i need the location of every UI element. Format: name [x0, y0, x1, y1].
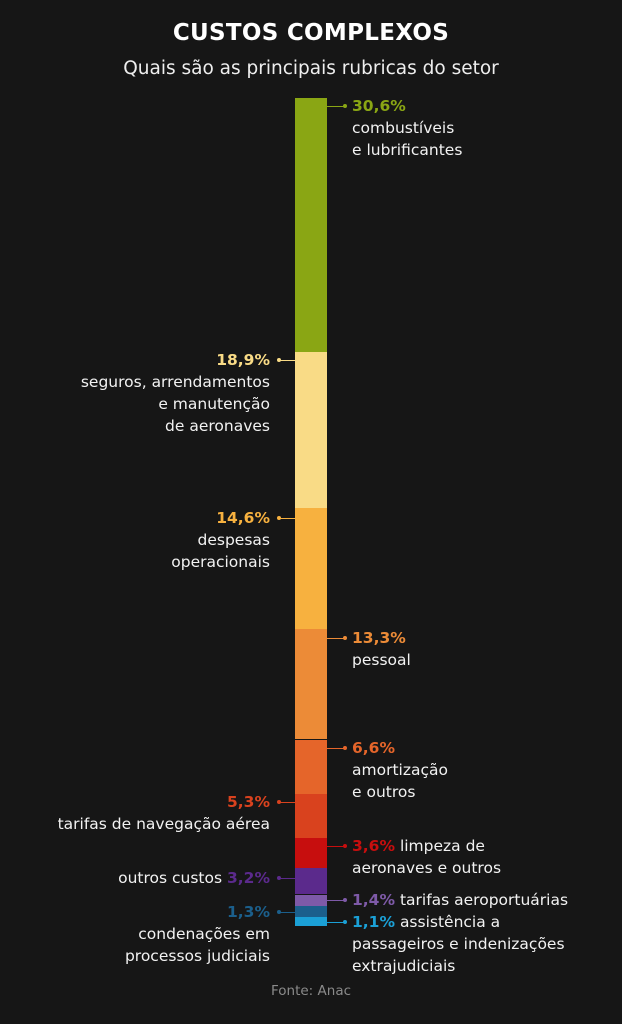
- category-label: tarifas aeroportuárias: [399, 891, 569, 909]
- category-label: aeronaves e outros: [352, 859, 502, 877]
- value-label: 3,6%: [352, 837, 395, 855]
- bar-segment: [295, 508, 327, 630]
- connector-line: [277, 910, 295, 914]
- category-label: e manutenção: [158, 395, 270, 413]
- segment-label: 13,3% pessoal: [352, 627, 411, 671]
- category-label: tarifas de navegação aérea: [57, 815, 270, 833]
- connector-line: [327, 844, 347, 848]
- category-label: amortização: [352, 761, 448, 779]
- segment-label: 1,3% condenações em processos judiciais: [125, 901, 270, 967]
- connector-line: [277, 358, 295, 362]
- category-label: extrajudiciais: [352, 957, 456, 975]
- category-label: de aeronaves: [165, 417, 270, 435]
- category-label: operacionais: [171, 553, 270, 571]
- category-label: passageiros e indenizações: [352, 935, 565, 953]
- segment-label: 18,9% seguros, arrendamentos e manutenção d…: [81, 349, 270, 437]
- segment-label: 6,6% amortização e outros: [352, 737, 448, 803]
- category-label: outros custos: [118, 869, 223, 887]
- bar-segment: [295, 916, 327, 926]
- connector-line: [327, 104, 347, 108]
- value-label: 1,4%: [352, 891, 395, 909]
- segment-label: 3,6% limpeza de aeronaves e outros: [352, 835, 501, 879]
- category-label: seguros, arrendamentos: [80, 373, 270, 391]
- chart-subtitle: Quais são as principais rubricas do seto…: [123, 58, 499, 79]
- value-label: 5,3%: [227, 793, 270, 811]
- bar-segment: [295, 794, 327, 839]
- category-label: e lubrificantes: [352, 141, 463, 159]
- bar-segment: [295, 629, 327, 740]
- connector-line: [327, 636, 347, 640]
- connector-line: [277, 516, 295, 520]
- bar-segment: [295, 838, 327, 868]
- segment-label: 5,3% tarifas de navegação aérea: [58, 791, 270, 835]
- category-label: pessoal: [352, 651, 411, 669]
- segment-label: outros custos 3,2%: [118, 867, 270, 889]
- value-label: 18,9%: [216, 351, 270, 369]
- bar-segment: [295, 739, 327, 795]
- segment-label: 30,6% combustíveis e lubrificantes: [352, 95, 462, 161]
- category-label: e outros: [352, 783, 416, 801]
- value-label: 14,6%: [216, 509, 270, 527]
- bar-segment: [295, 98, 327, 352]
- category-label: combustíveis: [352, 119, 455, 137]
- value-label: 1,3%: [227, 903, 270, 921]
- segment-label: 14,6% despesas operacionais: [171, 507, 270, 573]
- bar-segment: [295, 351, 327, 509]
- value-label: 1,1%: [352, 913, 395, 931]
- source-note: Fonte: Anac: [270, 983, 352, 999]
- segment-label: 1,1% assistência a passageiros e indeniza…: [352, 911, 565, 977]
- connector-line: [277, 800, 295, 804]
- segment-label: 1,4% tarifas aeroportuárias: [352, 889, 568, 911]
- category-label: limpeza de: [399, 837, 485, 855]
- bar-segment: [295, 906, 327, 917]
- connector-line: [327, 746, 347, 750]
- connector-line: [327, 920, 347, 924]
- value-label: 13,3%: [352, 629, 406, 647]
- connector-line: [327, 898, 347, 902]
- category-label: assistência a: [399, 913, 501, 931]
- value-label: 6,6%: [352, 739, 395, 757]
- bar-segment: [295, 894, 327, 907]
- category-label: processos judiciais: [124, 947, 270, 965]
- bar-segment: [295, 867, 327, 895]
- category-label: despesas: [197, 531, 270, 549]
- value-label: 3,2%: [227, 869, 270, 887]
- chart-title: CUSTOS COMPLEXOS: [172, 20, 450, 46]
- connector-line: [277, 876, 295, 880]
- category-label: condenações em: [138, 925, 270, 943]
- value-label: 30,6%: [352, 97, 406, 115]
